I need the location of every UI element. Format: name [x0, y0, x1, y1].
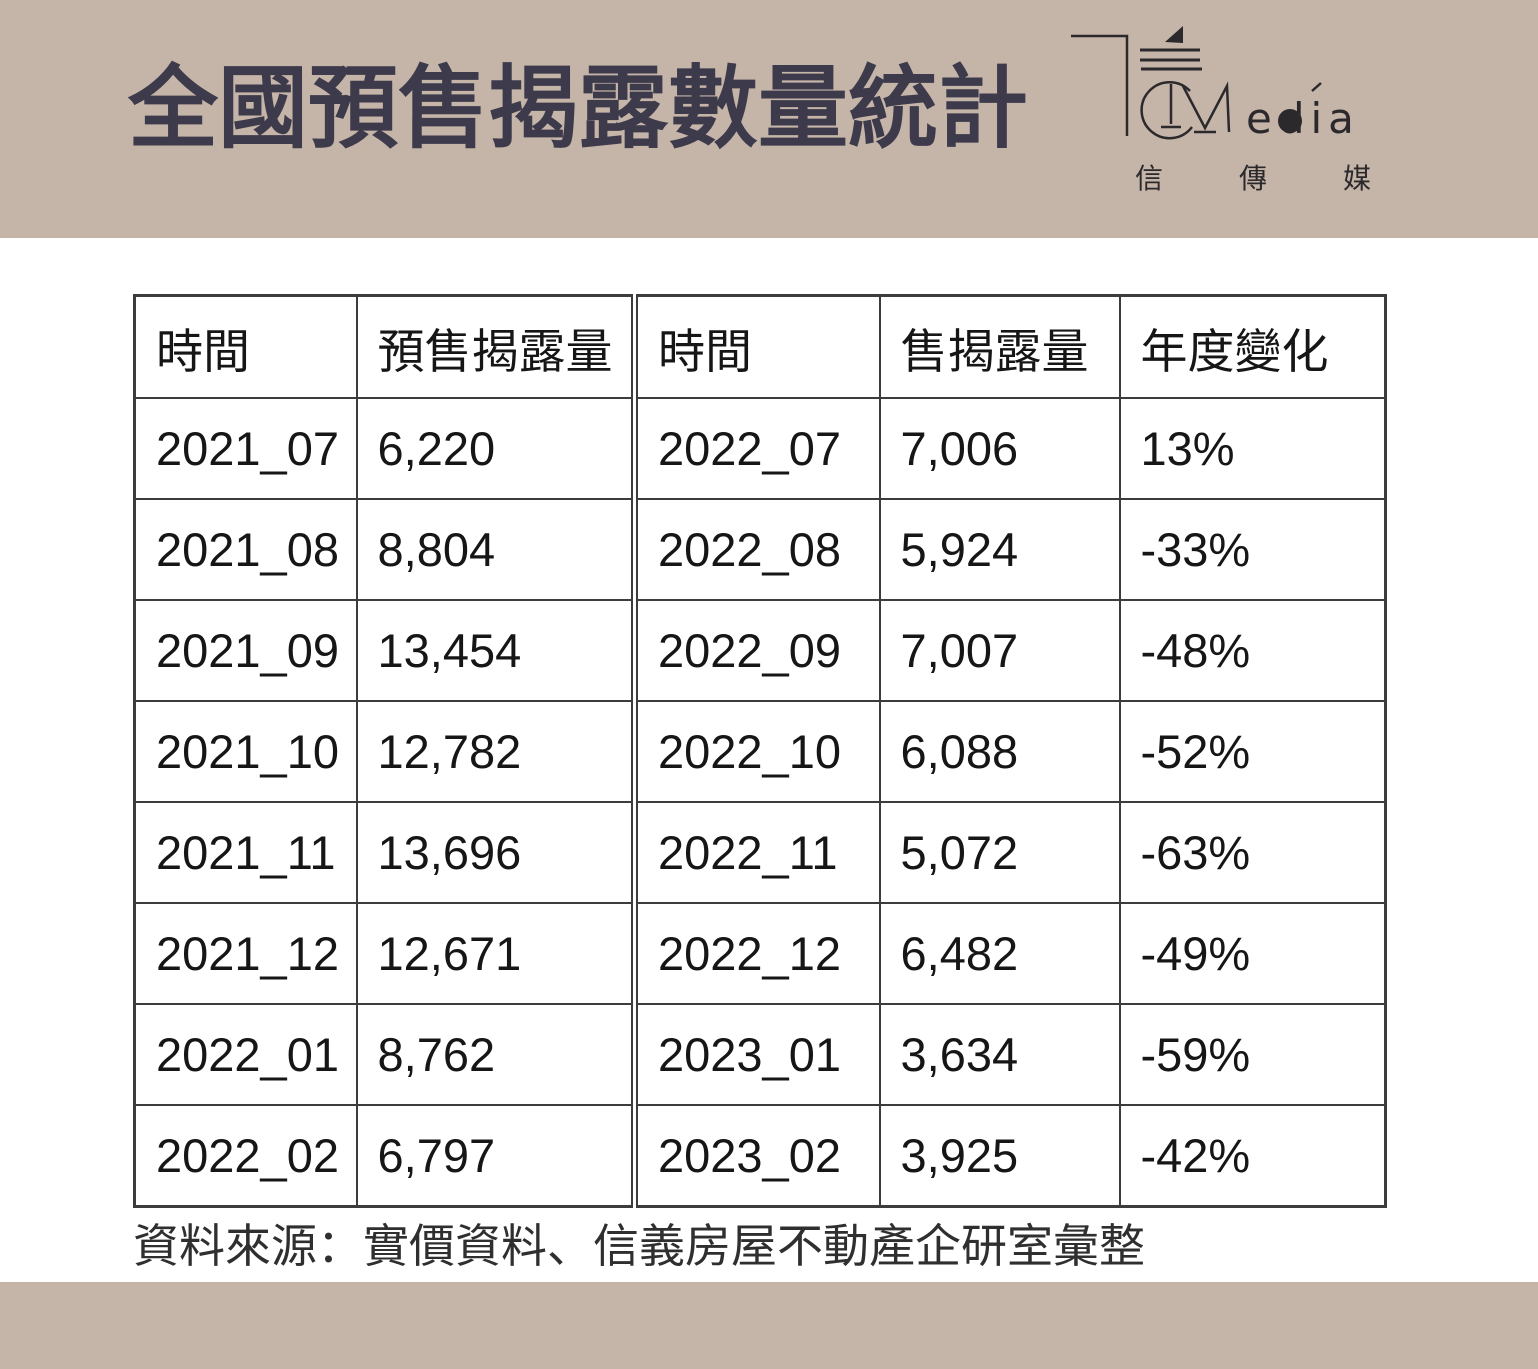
cell-sale-volume: 7,006 [878, 397, 1121, 500]
logo-bracket-stroke [1071, 34, 1129, 136]
table-row: 2022_01 8,762 2023_01 3,634 -59% [133, 1003, 1387, 1106]
cell-yoy-change: -48% [1118, 599, 1387, 702]
cell-yoy-change: -52% [1118, 700, 1387, 803]
cell-time-right: 2023_01 [631, 1003, 881, 1106]
logo-m-stroke [1181, 81, 1231, 133]
cell-time-left: 2021_07 [133, 397, 358, 500]
cell-sale-volume: 3,634 [878, 1003, 1121, 1106]
cell-presale-volume: 8,804 [355, 498, 636, 601]
cell-sale-volume: 3,925 [878, 1104, 1121, 1208]
cell-presale-volume: 12,782 [355, 700, 636, 803]
col-header-yoy-change: 年度變化 [1118, 294, 1387, 399]
statistics-table-wrap: 時間 預售揭露量 時間 售揭露量 年度變化 2021_07 6,220 2022… [133, 294, 1387, 1208]
table-row: 2021_09 13,454 2022_09 7,007 -48% [133, 599, 1387, 702]
cell-presale-volume: 13,454 [355, 599, 636, 702]
col-header-time-right: 時間 [631, 294, 881, 399]
cell-presale-volume: 13,696 [355, 801, 636, 904]
cell-time-right: 2022_12 [631, 902, 881, 1005]
table-row: 2021_10 12,782 2022_10 6,088 -52% [133, 700, 1387, 803]
cell-time-right: 2022_09 [631, 599, 881, 702]
cell-time-right: 2022_07 [631, 397, 881, 500]
table-row: 2021_08 8,804 2022_08 5,924 -33% [133, 498, 1387, 601]
cell-presale-volume: 8,762 [355, 1003, 636, 1106]
logo-c-arc [1140, 80, 1193, 140]
data-source-note: 資料來源：實價資料、信義房屋不動產企研室彙整 [133, 1220, 1145, 1272]
cell-time-right: 2022_10 [631, 700, 881, 803]
table-row: 2021_07 6,220 2022_07 7,006 13% [133, 397, 1387, 500]
col-header-presale-volume: 預售揭露量 [355, 294, 636, 399]
cell-time-left: 2021_09 [133, 599, 358, 702]
cell-yoy-change: -33% [1118, 498, 1387, 601]
logo-media-text: edia [1246, 94, 1360, 143]
cell-time-left: 2021_12 [133, 902, 358, 1005]
cell-time-left: 2021_11 [133, 801, 358, 904]
table-header-row: 時間 預售揭露量 時間 售揭露量 年度變化 [133, 294, 1387, 399]
cell-yoy-change: 13% [1118, 397, 1387, 500]
col-header-time-left: 時間 [133, 294, 358, 399]
page-title: 全國預售揭露數量統計 [128, 59, 1028, 159]
bottom-footer-band [0, 1282, 1538, 1369]
cell-time-left: 2021_10 [133, 700, 358, 803]
logo-d-dot [1278, 109, 1302, 133]
cell-yoy-change: -42% [1118, 1104, 1387, 1208]
cmedia-logo: edia 信傳媒 [1071, 26, 1383, 194]
cell-presale-volume: 6,797 [355, 1104, 636, 1208]
cell-sale-volume: 6,088 [878, 700, 1121, 803]
cell-sale-volume: 5,924 [878, 498, 1121, 601]
table-row: 2022_02 6,797 2023_02 3,925 -42% [133, 1104, 1387, 1208]
cell-yoy-change: -49% [1118, 902, 1387, 1005]
cell-sale-volume: 6,482 [878, 902, 1121, 1005]
cell-time-right: 2022_11 [631, 801, 881, 904]
cell-time-right: 2022_08 [631, 498, 881, 601]
cell-sale-volume: 5,072 [878, 801, 1121, 904]
cell-presale-volume: 6,220 [355, 397, 636, 500]
cell-time-left: 2022_02 [133, 1104, 358, 1208]
cell-yoy-change: -59% [1118, 1003, 1387, 1106]
logo-flag-icon [1165, 26, 1183, 43]
cell-sale-volume: 7,007 [878, 599, 1121, 702]
logo-i-accent [1311, 82, 1322, 92]
cell-yoy-change: -63% [1118, 801, 1387, 904]
table-row: 2021_11 13,696 2022_11 5,072 -63% [133, 801, 1387, 904]
cell-time-right: 2023_02 [631, 1104, 881, 1208]
cell-time-left: 2022_01 [133, 1003, 358, 1106]
statistics-table: 時間 預售揭露量 時間 售揭露量 年度變化 2021_07 6,220 2022… [133, 294, 1387, 1208]
logo-cjk-text: 信傳媒 [1135, 163, 1383, 194]
col-header-sale-volume: 售揭露量 [878, 294, 1121, 399]
table-row: 2021_12 12,671 2022_12 6,482 -49% [133, 902, 1387, 1005]
cell-time-left: 2021_08 [133, 498, 358, 601]
cell-presale-volume: 12,671 [355, 902, 636, 1005]
